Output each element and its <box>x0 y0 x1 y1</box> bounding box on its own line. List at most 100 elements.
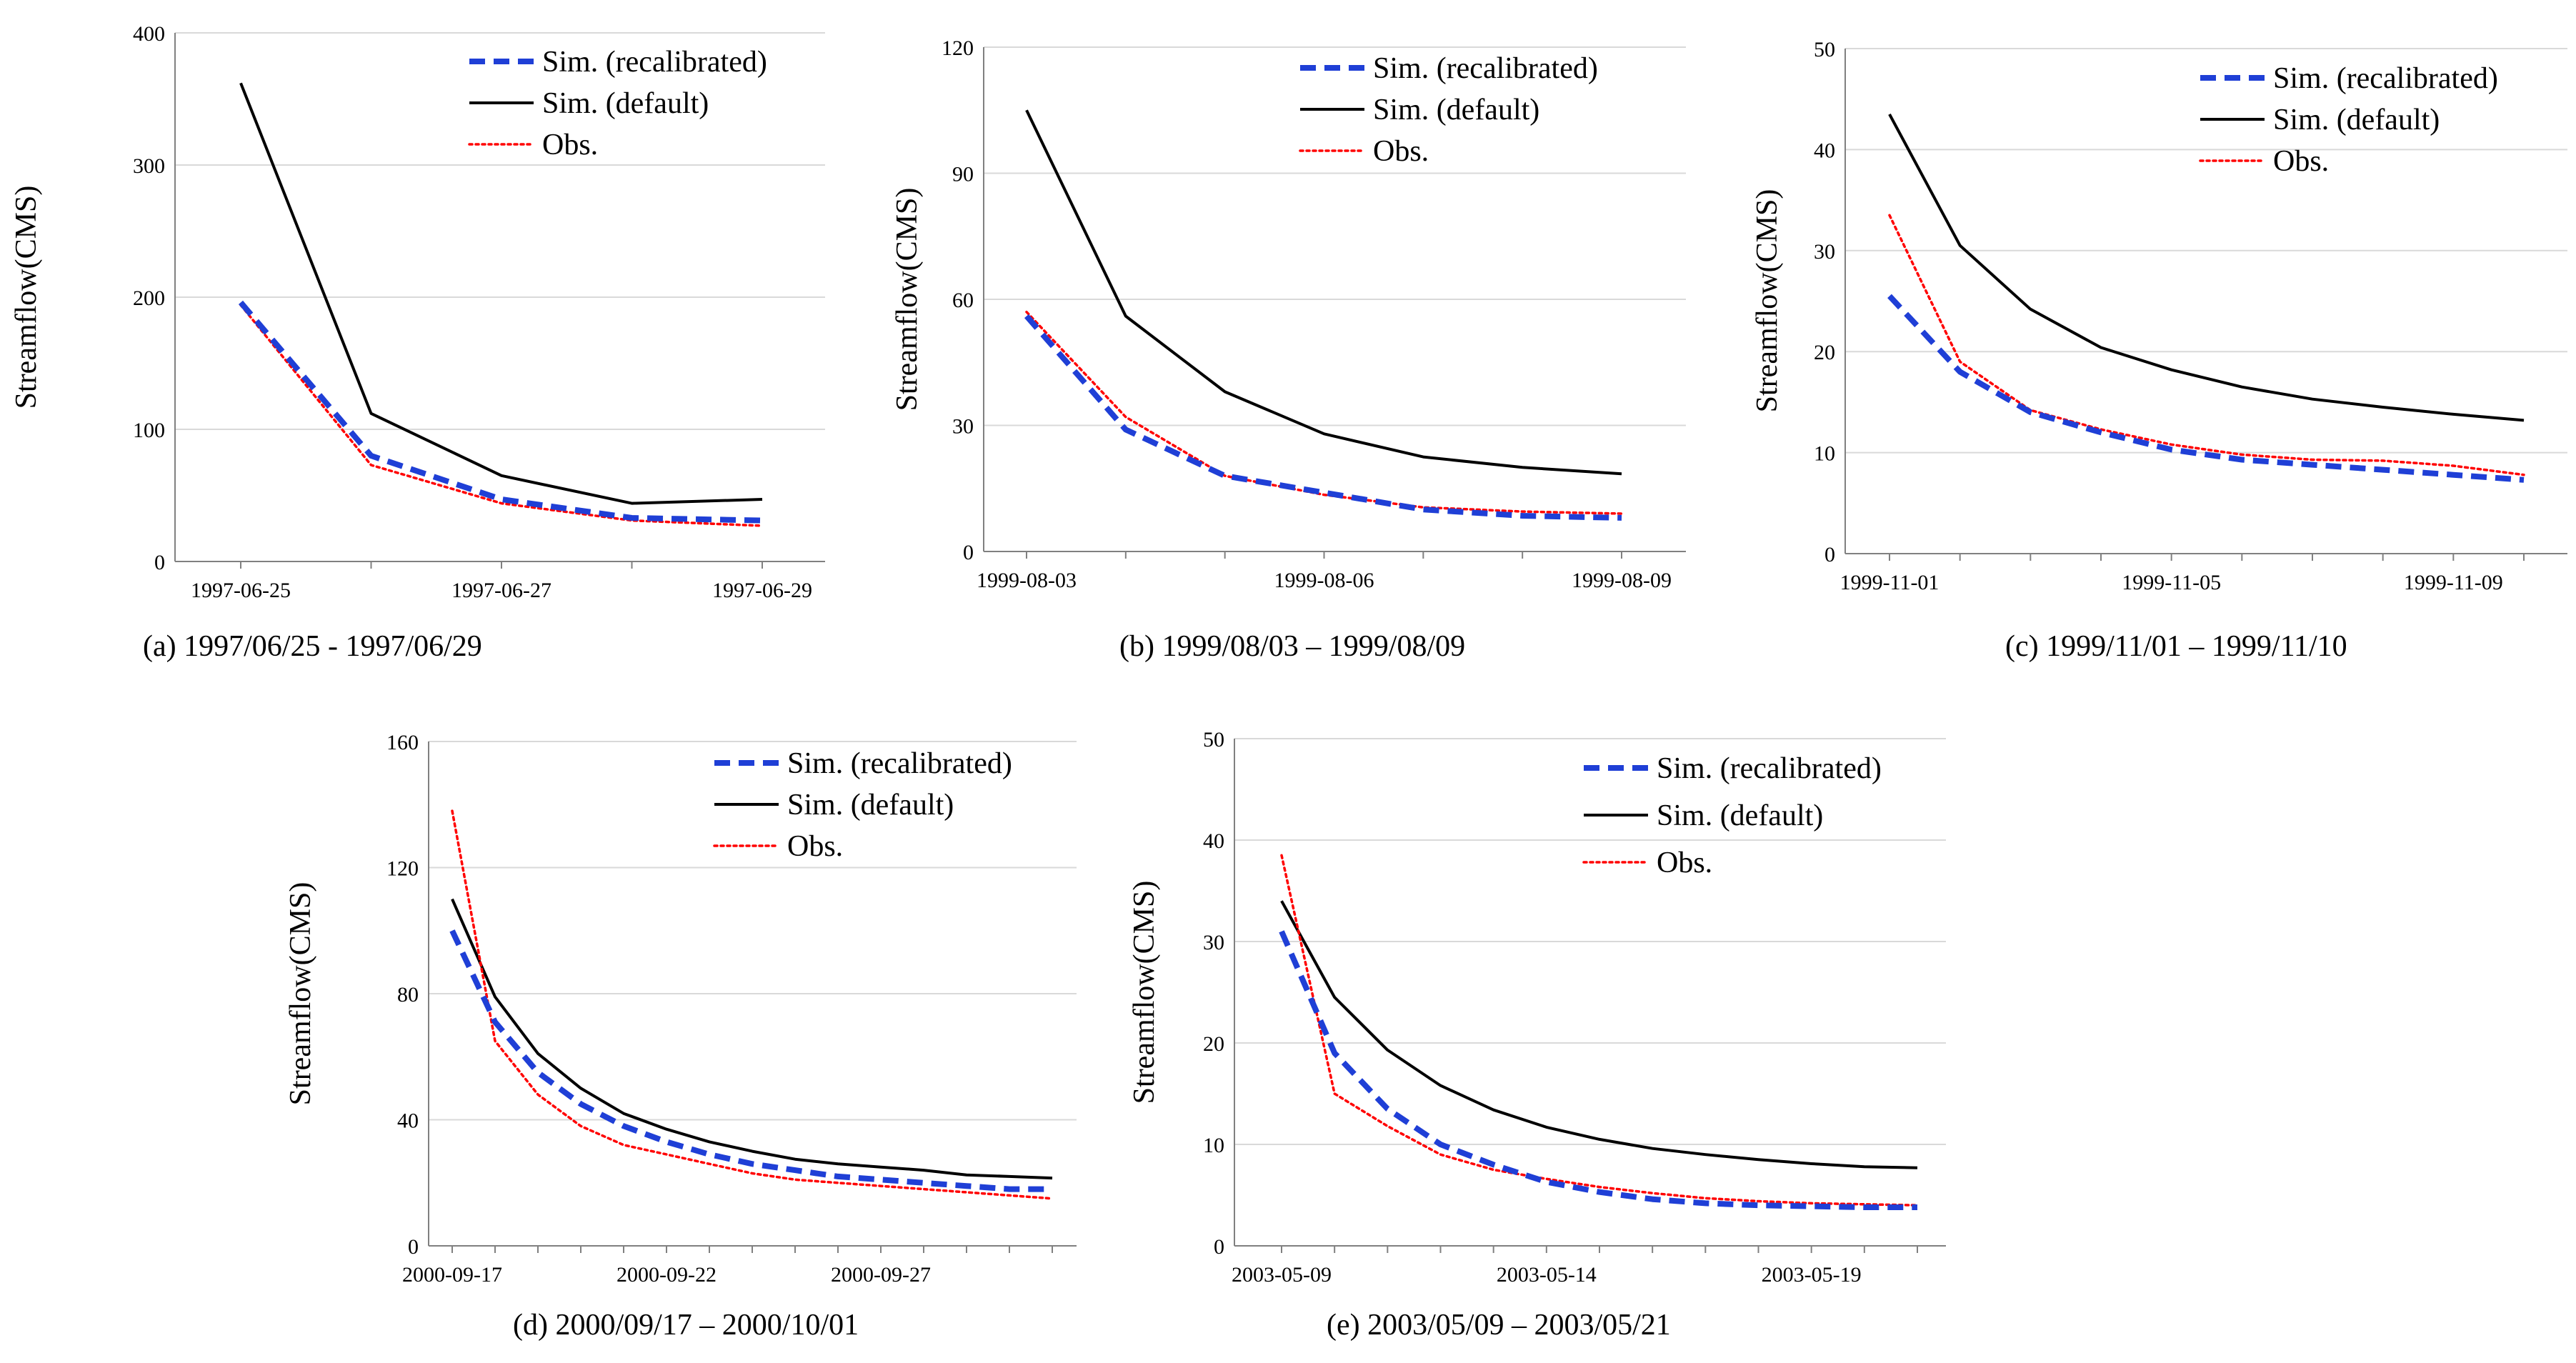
chart-caption: (c) 1999/11/01 – 1999/11/10 <box>2005 630 2347 663</box>
legend: Sim. (recalibrated) Sim. (default) Obs. <box>468 46 767 161</box>
gridlines <box>984 46 1686 426</box>
chart-panel-a: 0 100 200 300 400 1997-06-25 1997-06-27 1997-0… <box>10 22 825 663</box>
y-axis-title: Streamflow(CMS) <box>1128 881 1161 1104</box>
legend-label-observed: Obs. <box>2273 145 2329 178</box>
series-lines <box>1279 854 1919 1210</box>
legend-label-observed: Obs. <box>1657 847 1712 879</box>
series-line-observed <box>1888 214 2525 476</box>
legend-label-recalibrated: Sim. (recalibrated) <box>1657 752 1882 785</box>
x-tick-label: 2003-05-14 <box>1497 1263 1597 1287</box>
gridlines <box>175 32 825 430</box>
legend-label-recalibrated: Sim. (recalibrated) <box>542 46 767 79</box>
gridlines <box>429 741 1077 1121</box>
legend-label-observed: Obs. <box>542 129 598 161</box>
axes <box>428 742 1077 1253</box>
series-line-observed <box>239 304 764 527</box>
y-tick-label: 40 <box>1203 829 1224 853</box>
x-tick-label: 1997-06-25 <box>191 579 291 602</box>
gridlines <box>1845 48 2567 454</box>
x-tick-label: 2000-09-27 <box>831 1263 931 1287</box>
series-line-default <box>239 82 763 505</box>
legend-label-observed: Obs. <box>787 830 843 863</box>
legend: Sim. (recalibrated) Sim. (default) Obs. <box>1582 752 1882 879</box>
y-tick-label: 200 <box>133 286 165 310</box>
y-tick-label: 0 <box>408 1235 419 1259</box>
legend-label-default: Sim. (default) <box>2273 104 2440 136</box>
x-tick-label: 2003-05-09 <box>1232 1263 1332 1287</box>
y-tick-label: 0 <box>154 551 165 574</box>
y-axis-title: Streamflow(CMS) <box>10 186 43 409</box>
axes <box>1234 739 1946 1253</box>
y-axis-title: Streamflow(CMS) <box>1751 189 1784 413</box>
y-tick-label: 300 <box>133 154 165 178</box>
x-tick-label: 1999-11-01 <box>1840 571 1940 594</box>
legend-label-default: Sim. (default) <box>787 789 954 822</box>
x-tick-labels: 1997-06-25 1997-06-27 1997-06-29 <box>191 579 812 602</box>
y-tick-label: 40 <box>397 1109 419 1133</box>
y-axis-title: Streamflow(CMS) <box>284 882 317 1106</box>
y-tick-label: 30 <box>1814 240 1835 264</box>
legend-label-recalibrated: Sim. (recalibrated) <box>787 747 1012 780</box>
series-line-default <box>451 898 1053 1180</box>
y-tick-label: 50 <box>1814 38 1835 61</box>
y-tick-labels: 0 100 200 300 400 <box>133 22 165 574</box>
legend: Sim. (recalibrated) Sim. (default) Obs. <box>713 747 1012 863</box>
y-tick-labels: 0 40 80 120 160 <box>386 731 419 1259</box>
y-tick-label: 50 <box>1203 728 1224 752</box>
legend: Sim. (recalibrated) Sim. (default) Obs. <box>2199 62 2498 178</box>
chart-caption: (d) 2000/09/17 – 2000/10/01 <box>513 1309 859 1342</box>
y-tick-label: 0 <box>1824 543 1835 566</box>
legend-label-recalibrated: Sim. (recalibrated) <box>2273 62 2498 95</box>
y-tick-label: 120 <box>942 36 974 60</box>
y-tick-label: 80 <box>397 983 419 1007</box>
y-tick-labels: 0 10 20 30 40 50 <box>1203 728 1224 1259</box>
legend-label-default: Sim. (default) <box>1373 94 1539 126</box>
series-lines <box>449 809 1054 1200</box>
axes <box>174 33 825 569</box>
y-tick-label: 160 <box>386 731 419 754</box>
axes <box>1844 49 2567 561</box>
chart-caption: (a) 1997/06/25 - 1997/06/29 <box>143 630 482 663</box>
y-tick-label: 30 <box>952 415 974 439</box>
series-line-recalibrated <box>1024 314 1622 521</box>
series-line-recalibrated <box>449 929 1052 1192</box>
series-line-observed <box>1280 854 1919 1207</box>
y-tick-label: 20 <box>1814 341 1835 364</box>
series-line-observed <box>451 809 1054 1200</box>
y-tick-label: 400 <box>133 22 165 46</box>
x-tick-labels: 2000-09-17 2000-09-22 2000-09-27 <box>402 1263 931 1287</box>
series-line-recalibrated <box>1279 930 1917 1210</box>
legend-label-default: Sim. (default) <box>542 87 709 120</box>
x-tick-label: 1999-08-03 <box>977 569 1077 592</box>
y-tick-label: 10 <box>1814 442 1835 466</box>
series-line-default <box>1280 900 1918 1169</box>
chart-caption: (e) 2003/05/09 – 2003/05/21 <box>1327 1309 1671 1342</box>
x-tick-label: 2000-09-22 <box>616 1263 717 1287</box>
x-tick-label: 2003-05-19 <box>1762 1263 1862 1287</box>
x-tick-label: 1999-11-05 <box>2122 571 2221 594</box>
x-tick-label: 1999-11-09 <box>2404 571 2503 594</box>
series-lines <box>1887 113 2525 483</box>
y-tick-labels: 0 30 60 90 120 <box>942 36 974 564</box>
y-tick-label: 100 <box>133 419 165 442</box>
series-lines <box>238 82 764 527</box>
series-line-observed <box>1025 310 1623 515</box>
y-tick-label: 0 <box>1214 1235 1224 1259</box>
series-line-recalibrated <box>1887 294 2525 483</box>
y-axis-title: Streamflow(CMS) <box>891 188 924 411</box>
x-tick-label: 1999-08-09 <box>1572 569 1672 592</box>
y-tick-labels: 0 10 20 30 40 50 <box>1814 38 1835 566</box>
y-tick-label: 60 <box>952 289 974 312</box>
y-tick-label: 120 <box>386 857 419 881</box>
x-tick-labels: 1999-11-01 1999-11-05 1999-11-09 <box>1840 571 2503 594</box>
x-tick-label: 1997-06-29 <box>712 579 812 602</box>
y-tick-label: 90 <box>952 163 974 186</box>
x-tick-label: 2000-09-17 <box>402 1263 502 1287</box>
axes <box>983 47 1686 559</box>
x-tick-label: 1999-08-06 <box>1274 569 1374 592</box>
